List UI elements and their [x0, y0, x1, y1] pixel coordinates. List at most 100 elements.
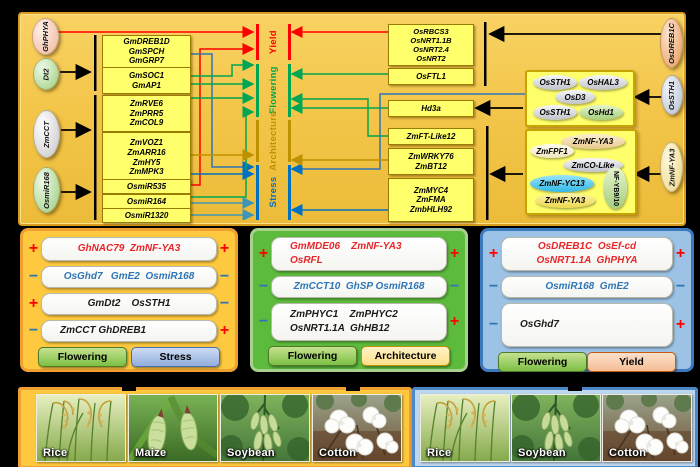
- gene-name: GmGRP7: [128, 56, 165, 66]
- soybean-illustration: [512, 395, 600, 461]
- complex-member-label: NF-YB9/10: [611, 170, 619, 206]
- complex-member-oval: ZmNF-YA3: [561, 134, 625, 149]
- gene-list: ZmCCT GhDREB1: [60, 324, 147, 336]
- effect-sign-right: −: [449, 278, 460, 295]
- effect-sign-right: +: [449, 313, 460, 330]
- gene-name: ZmFT-Like12: [406, 131, 456, 141]
- crop-photo-cotton: Cotton: [602, 394, 692, 462]
- complex-member-oval: ZmFPF1: [530, 144, 574, 158]
- gene-box-osmir164: OsmiR164: [102, 194, 191, 209]
- effect-sign-left: −: [258, 278, 269, 295]
- gene-pill: ZmPHYC1 ZmPHYC2 OsNRT1.1A GhHB12: [271, 303, 447, 341]
- regulator-label: OsSTH1: [667, 80, 677, 110]
- gene-name: ZmBT12: [415, 161, 447, 171]
- regulatory-network-panel: GhPHYA Dt2 ZmCCT OsmiR168 GmDREB1D GmSPC…: [18, 12, 686, 226]
- gene-name: ZmFMA: [416, 195, 446, 205]
- gene-list: GmMDE06 ZmNF-YA3: [290, 240, 402, 252]
- connector-stub: [568, 378, 582, 391]
- summary-row: − ZmPHYC1 ZmPHYC2 OsNRT1.1A GhHB12 +: [256, 303, 462, 341]
- trait-buttons: Flowering Stress: [26, 347, 232, 367]
- cotton-illustration: [313, 395, 401, 461]
- trait-buttons: Flowering Architecture: [256, 346, 462, 366]
- connector-stub: [122, 378, 136, 391]
- left-connectors: [57, 26, 255, 220]
- gene-name: OsFTL1: [416, 71, 446, 81]
- gene-name: OsRBCS3: [413, 27, 449, 36]
- trait-button-flowering: Flowering: [38, 347, 127, 367]
- gene-list: OsRFL: [290, 255, 323, 266]
- effect-sign-left: −: [258, 313, 269, 330]
- complex-member-oval: ZmCO-Like: [563, 158, 623, 172]
- summary-row: + OsDREB1C OsEf-cd OsNRT1.1A GhPHYA +: [486, 237, 688, 271]
- gene-list: OsGhd7 GmE2 OsmiR168: [63, 270, 195, 282]
- summary-row: + GmDt2 OsSTH1 −: [26, 293, 232, 315]
- gene-box-osftl1: OsFTL1: [388, 68, 474, 85]
- gene-box-zmwrky76-group: ZmWRKY76 ZmBT12: [388, 148, 474, 175]
- soybean-illustration: [221, 395, 309, 461]
- gene-name: OsNRT1.1B: [410, 36, 452, 45]
- gene-name: ZmRVE6: [130, 99, 163, 109]
- gene-name: ZmVOZ1: [130, 138, 163, 148]
- trait-buttons: Flowering Yield: [486, 352, 688, 372]
- effect-sign-left: −: [488, 316, 499, 333]
- effect-sign-right: −: [675, 278, 686, 295]
- gene-pill: OsmiR168 GmE2: [501, 276, 673, 298]
- complex-member-oval: ZmNF-YA3: [535, 193, 595, 208]
- gene-name: ZmWRKY76: [408, 151, 454, 161]
- gene-box-gmsoc1-group: GmSOC1 GmAP1: [102, 67, 191, 94]
- gene-name: ZmHY5: [132, 157, 161, 167]
- gene-pill: ZmCCT10 GhSP OsmiR168: [271, 276, 447, 298]
- gene-box-zmvoz1-group: ZmVOZ1 ZmARR16 ZmHY5 ZmMPK3: [102, 132, 191, 183]
- regulator-oval-dt2: Dt2: [33, 58, 59, 90]
- effect-sign-right: −: [219, 295, 230, 312]
- summary-panel-flowering-architecture: + GmMDE06 ZmNF-YA3 OsRFL + − ZmCCT10 GhS…: [250, 228, 468, 372]
- gene-list: GhNAC79 ZmNF-YA3: [77, 242, 181, 254]
- crop-label: Soybean: [518, 447, 566, 459]
- sth1-complex-box: OsSTH1 OsHAL3 OsD3 OsSTH1 OsHd1: [525, 70, 635, 127]
- gene-pill: OsDREB1C OsEf-cd OsNRT1.1A GhPHYA: [501, 237, 673, 271]
- gene-box-hd3a: Hd3a: [388, 100, 474, 117]
- crop-label: Cotton: [319, 447, 357, 459]
- gene-name: GmSPCH: [128, 46, 165, 56]
- regulator-label: ZmNF-YA3: [667, 148, 676, 186]
- complex-member-oval: ZmNF-YC13: [530, 175, 594, 192]
- cotton-illustration: [603, 395, 691, 461]
- regulator-label: Dt2: [41, 67, 51, 81]
- gene-pill: GhNAC79 ZmNF-YA3: [41, 237, 217, 261]
- crop-label: Maize: [135, 447, 167, 459]
- crop-label: Soybean: [227, 447, 275, 459]
- crops-panel-right: Rice Soybean: [412, 387, 698, 467]
- gene-list: OsmiR168 GmE2: [545, 280, 629, 292]
- gene-name: OsNRT2: [416, 54, 446, 63]
- summary-row: − ZmCCT10 GhSP OsmiR168 −: [256, 276, 462, 298]
- category-label-stress: Stress: [267, 176, 279, 208]
- summary-row: − OsGhd7 GmE2 OsmiR168 −: [26, 266, 232, 288]
- gene-name: ZmARR16: [127, 147, 166, 157]
- trait-button-stress: Stress: [131, 347, 220, 367]
- trait-button-flowering: Flowering: [268, 346, 357, 366]
- maize-illustration: [129, 395, 217, 461]
- nfya3-complex-box: ZmNF-YA3 ZmFPF1 ZmCO-Like ZmNF-YC13 ZmNF…: [525, 129, 637, 215]
- gene-box-gmdreb1d-group: GmDREB1D GmSPCH GmGRP7: [102, 35, 191, 68]
- complex-member-oval: OsHAL3: [579, 75, 627, 90]
- crop-photo-soybean: Soybean: [511, 394, 601, 462]
- gene-list: OsNRT1.1A GhHB12: [290, 323, 390, 334]
- gene-name: OsmiR1320: [124, 210, 169, 220]
- gene-name: GmAP1: [132, 80, 161, 90]
- crop-photo-rice: Rice: [36, 394, 126, 462]
- regulator-oval-zmnf-ya3: ZmNF-YA3: [660, 142, 683, 192]
- gene-list: GmDt2 OsSTH1: [87, 297, 171, 309]
- gene-box-osrbcs3-group: OsRBCS3 OsNRT1.1B OsNRT2.4 OsNRT2: [388, 24, 474, 66]
- right-connectors: [290, 26, 525, 216]
- crops-panel-left: Rice Maize: [18, 387, 412, 467]
- gene-name: ZmMPK3: [129, 167, 164, 177]
- effect-sign-left: +: [488, 245, 499, 262]
- effect-sign-right: +: [449, 245, 460, 262]
- regulator-label: ZmCCT: [42, 120, 52, 148]
- crop-label: Rice: [427, 447, 452, 459]
- gene-name: GmDREB1D: [123, 37, 170, 47]
- gene-name: ZmCOL9: [129, 118, 164, 128]
- gene-list: ZmPHYC1 ZmPHYC2: [290, 308, 398, 320]
- rice-illustration: [421, 395, 509, 461]
- crop-photo-soybean: Soybean: [220, 394, 310, 462]
